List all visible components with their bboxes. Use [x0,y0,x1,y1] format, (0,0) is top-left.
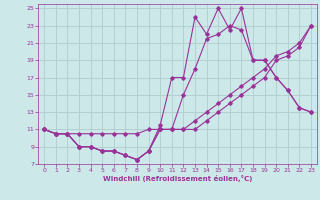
X-axis label: Windchill (Refroidissement éolien,°C): Windchill (Refroidissement éolien,°C) [103,175,252,182]
